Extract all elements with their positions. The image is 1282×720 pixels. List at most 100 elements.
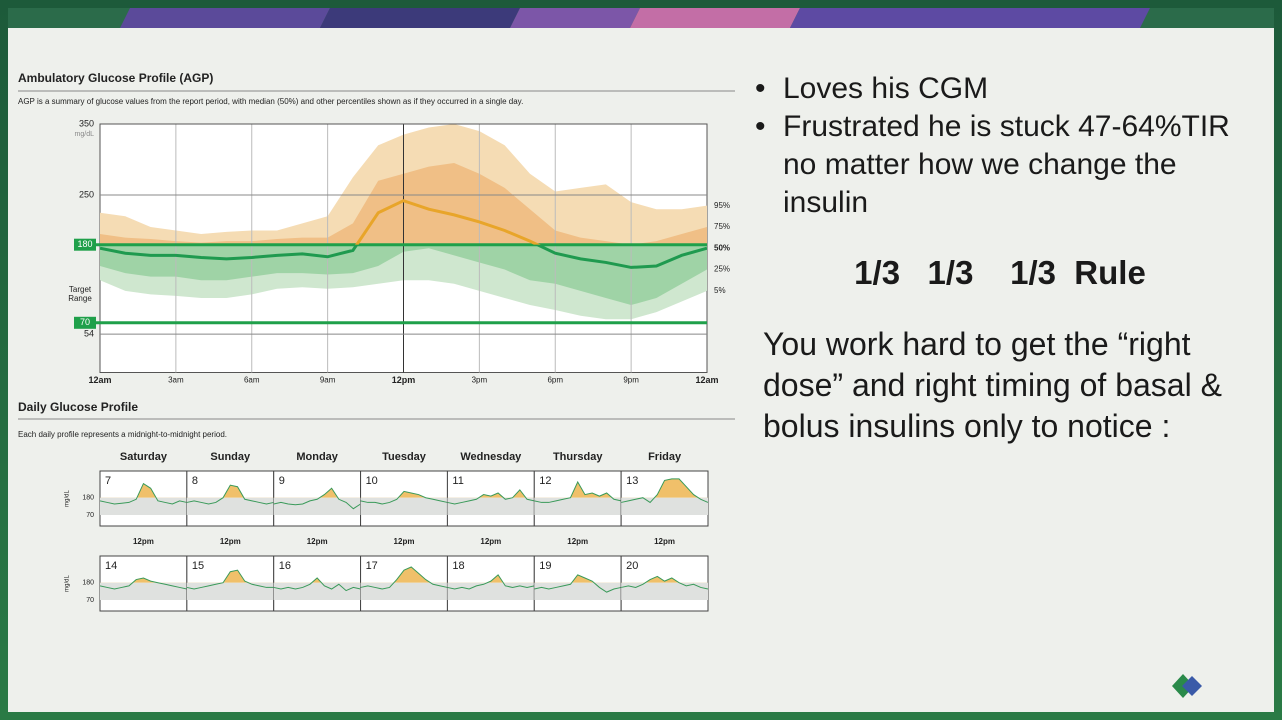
y-unit: mg/dL	[65, 490, 71, 507]
glucose-trace	[621, 575, 709, 590]
high-area	[100, 578, 187, 583]
day-label: 20	[626, 560, 638, 572]
target-band	[273, 497, 361, 515]
logo	[1182, 676, 1202, 696]
glucose-trace	[186, 569, 274, 590]
day-label: 11	[452, 475, 463, 487]
y-tick-label: 180	[82, 495, 94, 502]
day-label: 13	[626, 475, 638, 487]
glucose-trace	[621, 478, 709, 504]
glucose-trace	[99, 482, 187, 505]
deco	[120, 8, 330, 28]
day-label: 10	[366, 475, 378, 487]
glucose-trace	[534, 574, 622, 593]
midday-label: 12pm	[480, 537, 501, 546]
median-line	[354, 199, 541, 245]
weekday-label: Sunday	[210, 451, 251, 463]
midday-label: 12pm	[394, 537, 415, 546]
midday-label: 12pm	[654, 537, 675, 546]
y-tick-label: 70	[86, 597, 94, 604]
day-label: 9	[279, 475, 285, 487]
high-area	[186, 570, 274, 583]
day-label: 16	[279, 560, 291, 572]
agp-title: Ambulatory Glucose Profile (AGP)	[18, 71, 213, 85]
y-tick-label: 250	[79, 189, 94, 199]
day-label: 18	[452, 560, 464, 572]
high-area	[360, 567, 448, 583]
day-label: 8	[192, 475, 198, 487]
high-area	[621, 478, 708, 498]
daily-title: Daily Glucose Profile	[18, 400, 138, 414]
target-band	[186, 497, 274, 515]
glucose-trace	[447, 574, 535, 590]
glucose-trace	[447, 489, 535, 505]
x-tick-label: 6am	[244, 376, 260, 385]
day-label: 15	[192, 560, 204, 572]
target-band	[621, 582, 708, 600]
target-band	[447, 582, 535, 600]
daily-description: Each daily profile represents a midnight…	[18, 430, 227, 439]
target-band	[621, 497, 708, 515]
day-label: 12	[539, 475, 551, 487]
rule-heading: 1/3 1/3 1/3 Rule	[854, 254, 1146, 291]
target-range-label: Target Range	[68, 285, 92, 303]
deco	[790, 8, 1150, 28]
weekday-label: Wednesday	[460, 451, 522, 463]
y-tick-label: 180	[82, 580, 94, 587]
target-band	[360, 497, 448, 515]
percentile-label: 50%	[714, 243, 730, 252]
day-label: 17	[366, 560, 378, 572]
percentile-label: 95%	[714, 201, 730, 210]
high-area	[186, 485, 274, 498]
glucose-trace	[99, 577, 187, 590]
y-tick-label: 70	[86, 512, 94, 519]
bullet: Loves his CGM	[755, 70, 1265, 108]
weekday-label: Tuesday	[382, 451, 427, 463]
high-area	[534, 482, 622, 498]
high-area	[534, 574, 622, 583]
glucose-trace	[273, 577, 361, 592]
target-badge	[74, 238, 96, 251]
glucose-trace	[360, 566, 448, 590]
deco	[320, 8, 520, 28]
y-unit: mg/dL	[65, 575, 71, 592]
glucose-trace	[360, 490, 448, 505]
midday-label: 12pm	[567, 537, 588, 546]
y-tick-label: 180	[77, 239, 92, 249]
deco	[510, 8, 640, 28]
deco	[630, 8, 800, 28]
median-line	[100, 244, 707, 269]
glucose-trace	[273, 487, 361, 510]
target-band	[360, 582, 448, 600]
target-badge	[74, 316, 96, 329]
midday-label: 12pm	[220, 537, 241, 546]
x-tick-label: 12pm	[392, 375, 416, 385]
target-band	[100, 582, 187, 600]
day-label: 19	[539, 560, 551, 572]
x-tick-label: 3pm	[472, 376, 488, 385]
midday-label: 12pm	[307, 537, 328, 546]
y-tick-label: 350	[79, 118, 94, 128]
high-area	[273, 578, 361, 583]
x-tick-label: 9am	[320, 376, 336, 385]
x-tick-label: 6pm	[547, 376, 563, 385]
weekday-label: Monday	[296, 451, 338, 463]
target-band	[447, 497, 535, 515]
x-tick-label: 12am	[88, 375, 111, 385]
weekday-label: Saturday	[120, 451, 168, 463]
day-label: 7	[105, 475, 111, 487]
x-tick-label: 9pm	[623, 376, 639, 385]
weekday-label: Friday	[648, 451, 682, 463]
bullet: Frustrated he is stuck 47-64%TIR no matt…	[755, 108, 1265, 222]
glucose-trace	[186, 484, 274, 505]
paragraph: You work hard to get the “right dose” an…	[763, 326, 1222, 444]
y-tick-label: 70	[80, 317, 90, 327]
agp-description: AGP is a summary of glucose values from …	[18, 97, 523, 106]
high-area	[100, 483, 187, 498]
percentile-label: 25%	[714, 265, 730, 274]
x-tick-label: 3am	[168, 376, 184, 385]
target-band	[186, 582, 274, 600]
target-band	[273, 582, 361, 600]
